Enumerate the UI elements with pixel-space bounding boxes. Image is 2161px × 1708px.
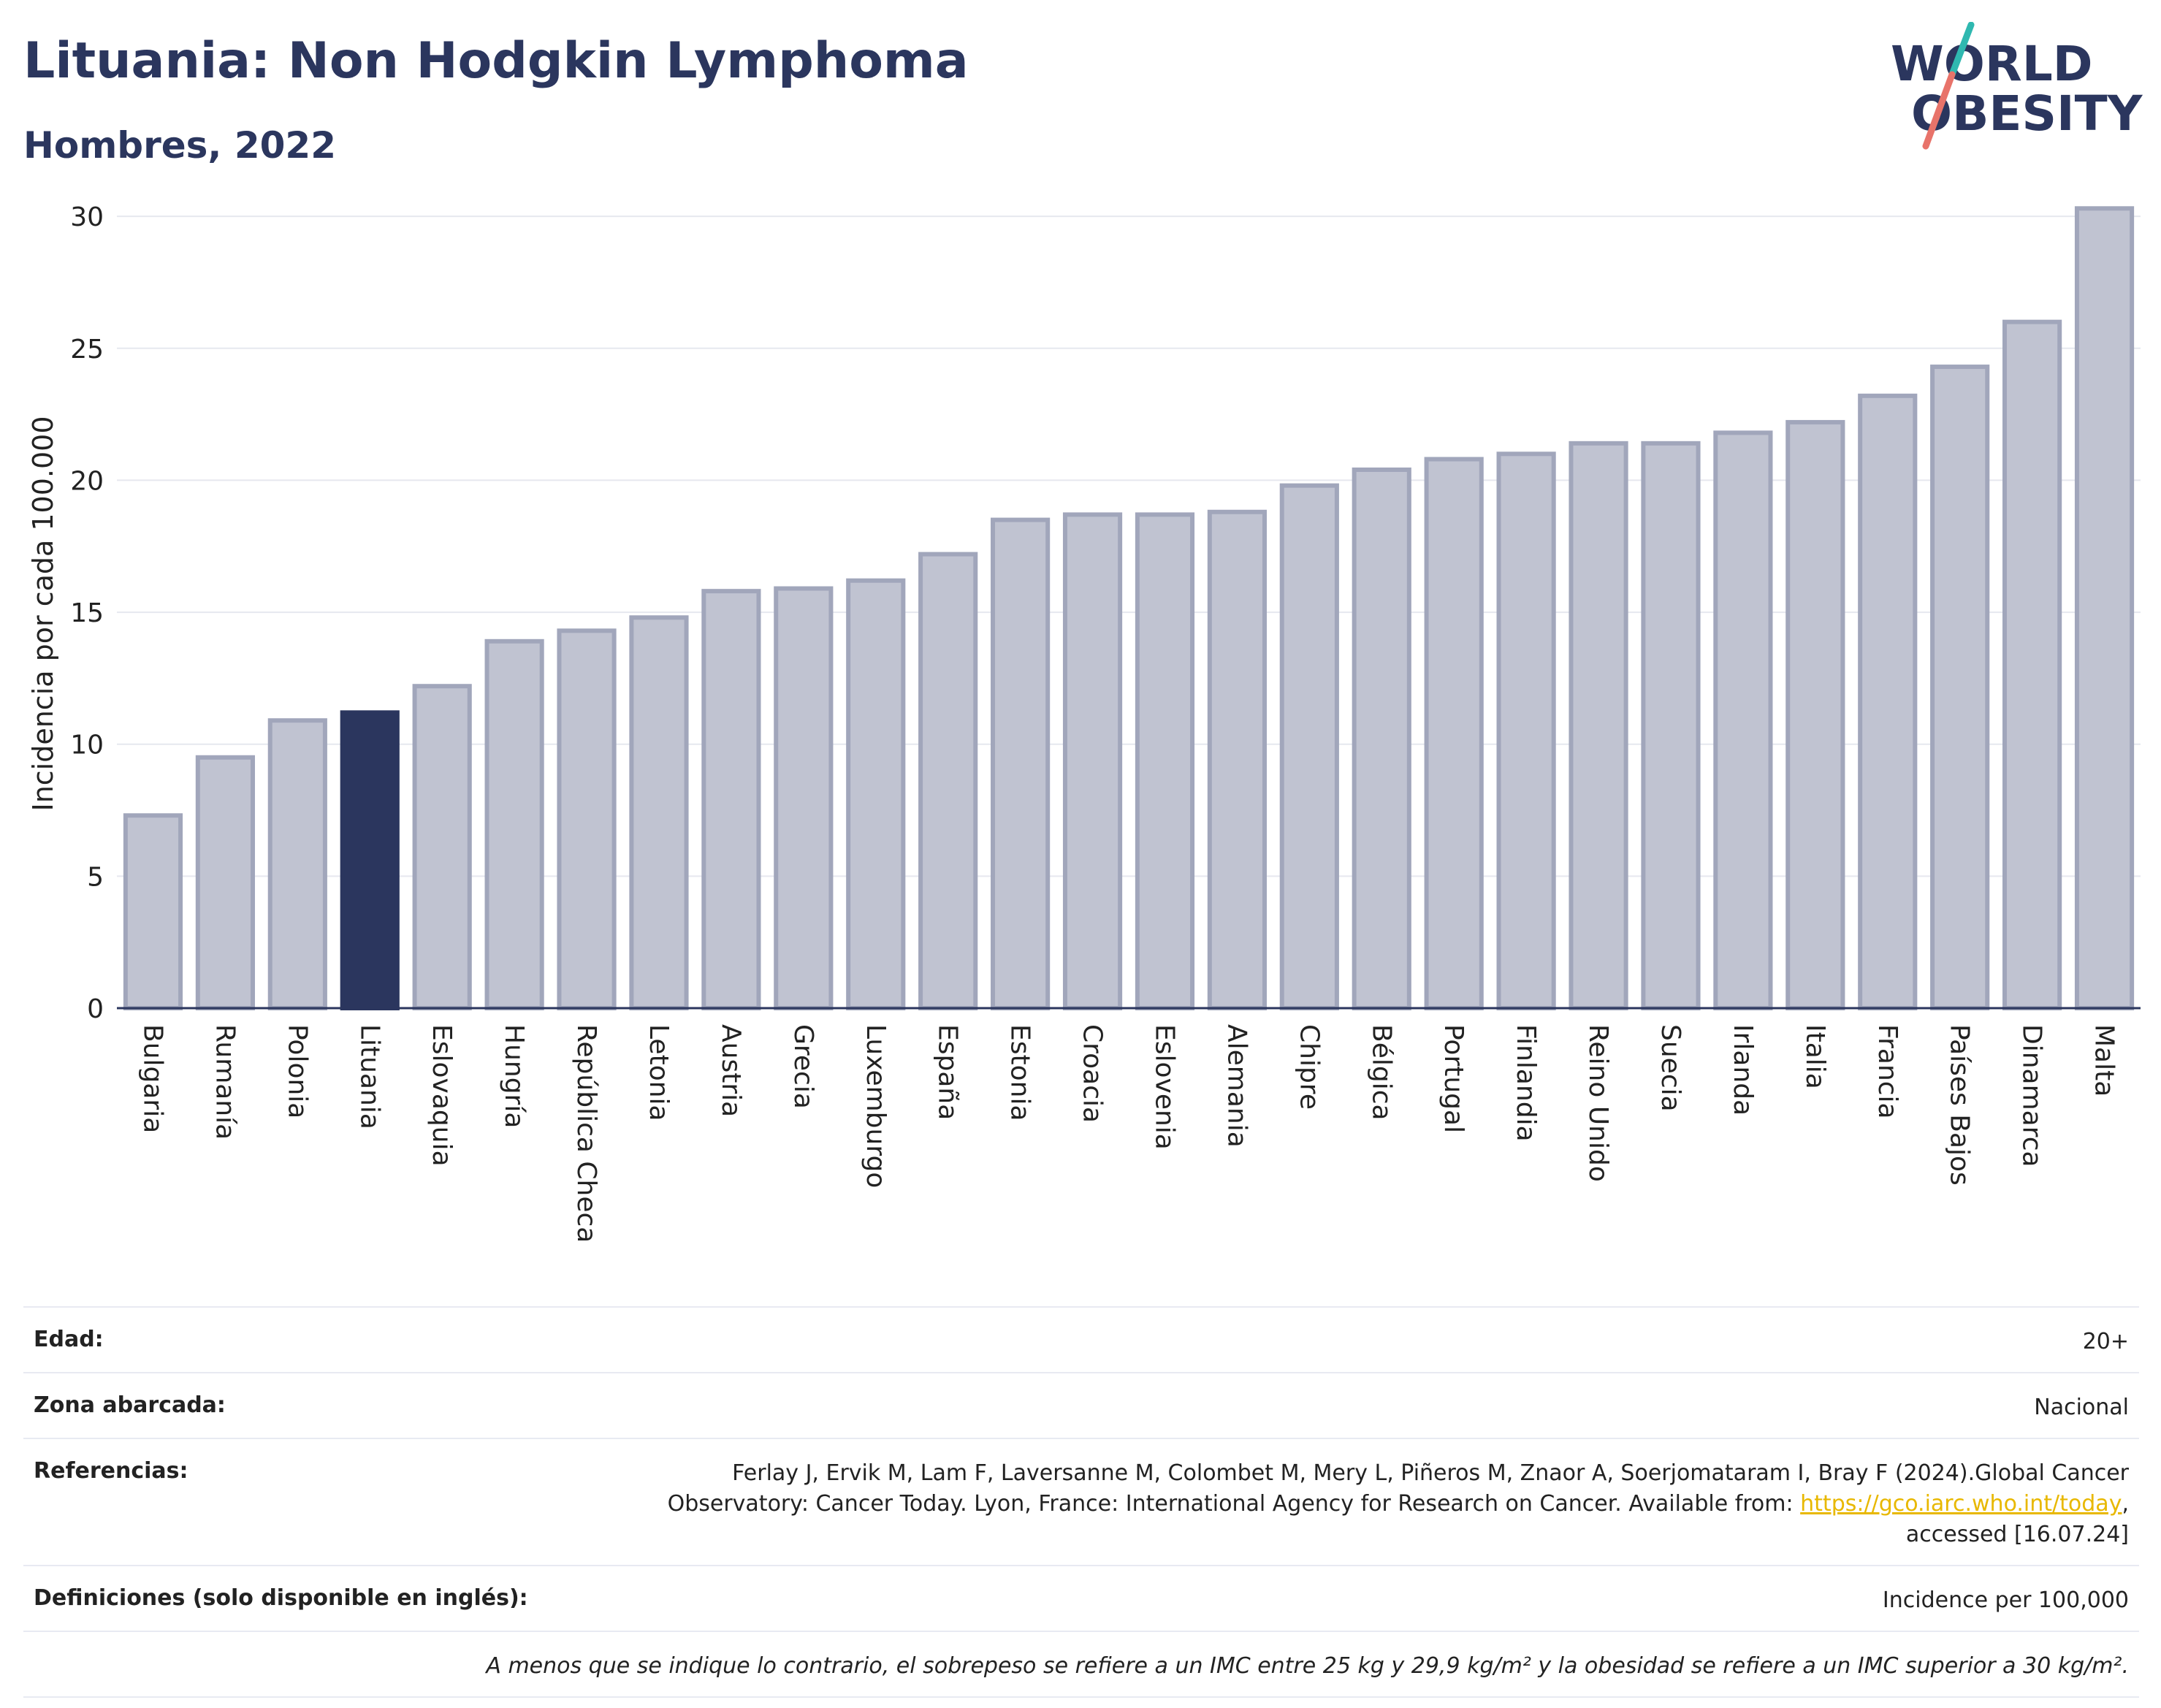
x-category-label: Países Bajos <box>1945 1024 1975 1186</box>
bar-eslovaquia <box>412 684 472 1011</box>
x-category-label: Chipre <box>1294 1024 1324 1110</box>
bar-croacia <box>1062 512 1123 1010</box>
x-category-label: Reino Unido <box>1583 1024 1613 1182</box>
y-axis-ticks: 0 5 10 15 20 25 30 <box>70 202 104 1024</box>
page-title: Lituania: Non Hodgkin Lymphoma <box>23 32 969 90</box>
logo-accent-teal <box>1948 22 1975 78</box>
x-category-label: Italia <box>1800 1024 1830 1089</box>
x-category-label: Alemania <box>1221 1024 1251 1148</box>
x-category-label: Eslovaquia <box>427 1024 457 1167</box>
references-label: Referencias: <box>34 1458 188 1484</box>
x-category-label: Austria <box>716 1024 746 1117</box>
age-label: Edad: <box>34 1327 104 1352</box>
x-category-label: Francia <box>1872 1024 1902 1119</box>
bar-eslovenia <box>1135 512 1195 1010</box>
x-category-label: Grecia <box>788 1024 818 1109</box>
x-category-label: Letonia <box>644 1024 674 1121</box>
bar-república-checa <box>557 628 617 1010</box>
x-category-label: Croacia <box>1078 1024 1108 1123</box>
x-category-label: Dinamarca <box>2017 1024 2047 1167</box>
bar-letonia <box>629 615 689 1010</box>
bars <box>117 206 2141 1011</box>
bar-suecia <box>1641 441 1701 1011</box>
y-tick-label: 0 <box>87 994 104 1024</box>
bar-malta <box>2074 206 2135 1011</box>
reference-text-2: Observatory: Cancer Today. Lyon, France:… <box>667 1491 1801 1517</box>
bar-finlandia <box>1496 451 1556 1010</box>
bar-luxemburgo <box>846 578 906 1010</box>
area-value: Nacional <box>2034 1395 2129 1420</box>
bar-españa <box>918 552 978 1011</box>
info-table: Edad: 20+ Zona abarcada: Nacional Refere… <box>23 1306 2139 1698</box>
reference-text-4: accessed [16.07.24] <box>1905 1522 2129 1547</box>
x-category-label: Hungría <box>499 1024 529 1128</box>
bar-países-bajos <box>1930 365 1990 1010</box>
logo-line2: OBESITY <box>1911 85 2143 142</box>
x-category-label: Lituania <box>354 1024 384 1129</box>
x-category-label: Suecia <box>1655 1024 1685 1112</box>
x-category-label: Malta <box>2089 1024 2119 1097</box>
page-subtitle: Hombres, 2022 <box>23 124 336 167</box>
area-label: Zona abarcada: <box>34 1392 226 1418</box>
bar-dinamarca <box>2002 319 2062 1011</box>
bar-estonia <box>991 517 1051 1010</box>
age-value: 20+ <box>2082 1329 2129 1354</box>
x-category-label: Irlanda <box>1728 1024 1758 1116</box>
world-obesity-logo: WORLD OBESITY <box>1891 22 2143 150</box>
info-row-definitions: Definiciones (solo disponible en inglés)… <box>23 1565 2139 1631</box>
logo-line1: WORLD <box>1891 36 2093 92</box>
info-row-note: A menos que se indique lo contrario, el … <box>23 1631 2139 1698</box>
reference-text-1: Ferlay J, Ervik M, Lam F, Laversanne M, … <box>732 1460 2129 1486</box>
bar-reino-unido <box>1569 441 1628 1011</box>
bar-hungría <box>484 638 544 1010</box>
x-category-label: España <box>933 1024 963 1120</box>
bar-austria <box>701 589 761 1010</box>
note-text: A menos que se indique lo contrario, el … <box>486 1653 2129 1679</box>
bar-francia <box>1858 393 1918 1010</box>
x-axis-categories: Bulgaria Rumanía Polonia Lituania Eslovaquia… <box>137 1024 2119 1243</box>
y-axis-label: Incidencia por cada 100.000 <box>27 416 59 811</box>
reference-link[interactable]: https://gco.iarc.who.int/today <box>1800 1491 2122 1517</box>
bar-bulgaria <box>123 813 183 1010</box>
bar-polonia <box>267 718 327 1010</box>
definitions-value: Incidence per 100,000 <box>1882 1587 2129 1613</box>
info-row-age: Edad: 20+ <box>23 1306 2139 1372</box>
bar-italia <box>1785 419 1845 1010</box>
references-value: Ferlay J, Ervik M, Lam F, Laversanne M, … <box>668 1458 2129 1550</box>
bar-chart: 0 5 10 15 20 25 30 Bulgaria Rumanía Polonia Litua… <box>27 202 2141 1243</box>
y-tick-label: 10 <box>70 731 104 760</box>
y-tick-label: 15 <box>70 598 104 628</box>
y-tick-label: 25 <box>70 335 104 365</box>
bar-bélgica <box>1352 467 1411 1011</box>
bar-portugal <box>1424 457 1484 1011</box>
x-category-label: República Checa <box>571 1024 601 1243</box>
logo-accent-red <box>1922 71 1956 150</box>
x-category-label: Finlandia <box>1511 1024 1541 1142</box>
info-row-references: Referencias: Ferlay J, Ervik M, Lam F, L… <box>23 1438 2139 1565</box>
y-tick-label: 20 <box>70 466 104 496</box>
x-category-label: Polonia <box>282 1024 312 1118</box>
x-category-label: Portugal <box>1438 1024 1468 1133</box>
bar-alemania <box>1207 509 1267 1011</box>
bar-chipre <box>1279 483 1339 1011</box>
x-category-label: Estonia <box>1005 1024 1035 1121</box>
y-tick-label: 5 <box>87 862 104 892</box>
bar-rumanía <box>195 755 255 1010</box>
definitions-label: Definiciones (solo disponible en inglés)… <box>34 1585 528 1611</box>
y-tick-label: 30 <box>70 202 104 232</box>
x-category-label: Bélgica <box>1366 1024 1396 1121</box>
x-category-label: Bulgaria <box>137 1024 167 1133</box>
info-row-area: Zona abarcada: Nacional <box>23 1372 2139 1438</box>
x-category-label: Rumanía <box>210 1024 240 1140</box>
bar-grecia <box>774 586 834 1010</box>
x-category-label: Eslovenia <box>1149 1024 1179 1150</box>
x-category-label: Luxemburgo <box>861 1024 891 1188</box>
bar-lituania <box>340 710 400 1011</box>
reference-text-3: , <box>2122 1491 2129 1517</box>
bar-irlanda <box>1713 430 1773 1010</box>
